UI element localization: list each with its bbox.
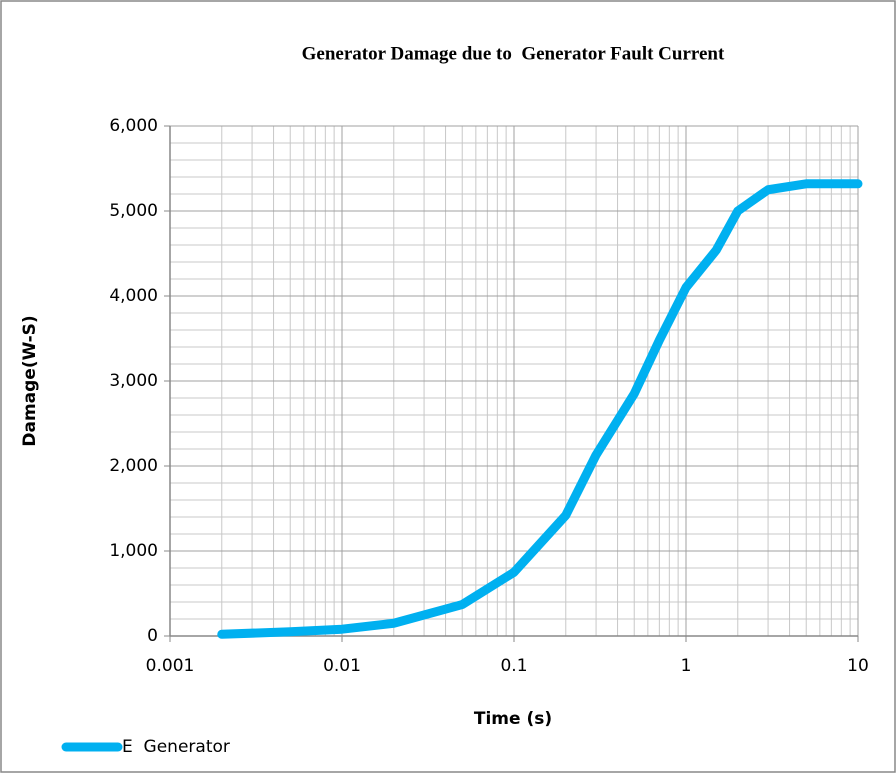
y-tick-label: 2,000 — [109, 456, 158, 476]
y-tick-label: 5,000 — [109, 201, 158, 221]
y-axis-title: Damage(W-S) — [20, 315, 40, 446]
x-tick-label: 0.01 — [323, 656, 361, 676]
y-tick-label: 6,000 — [109, 116, 158, 136]
y-tick-label: 0 — [147, 626, 158, 646]
x-tick-label: 0.1 — [500, 656, 527, 676]
data-line — [217, 179, 863, 639]
x-tick-label: 10 — [847, 656, 869, 676]
y-tick-label: 4,000 — [109, 286, 158, 306]
x-axis-title: Time (s) — [474, 709, 552, 729]
x-tick-label: 1 — [681, 656, 692, 676]
x-tick-label: 0.001 — [146, 656, 195, 676]
chart-title: Generator Damage due to Generator Fault … — [302, 43, 725, 64]
legend-label: E Generator — [122, 737, 230, 757]
y-tick-label: 3,000 — [109, 371, 158, 391]
y-tick-label: 1,000 — [109, 541, 158, 561]
